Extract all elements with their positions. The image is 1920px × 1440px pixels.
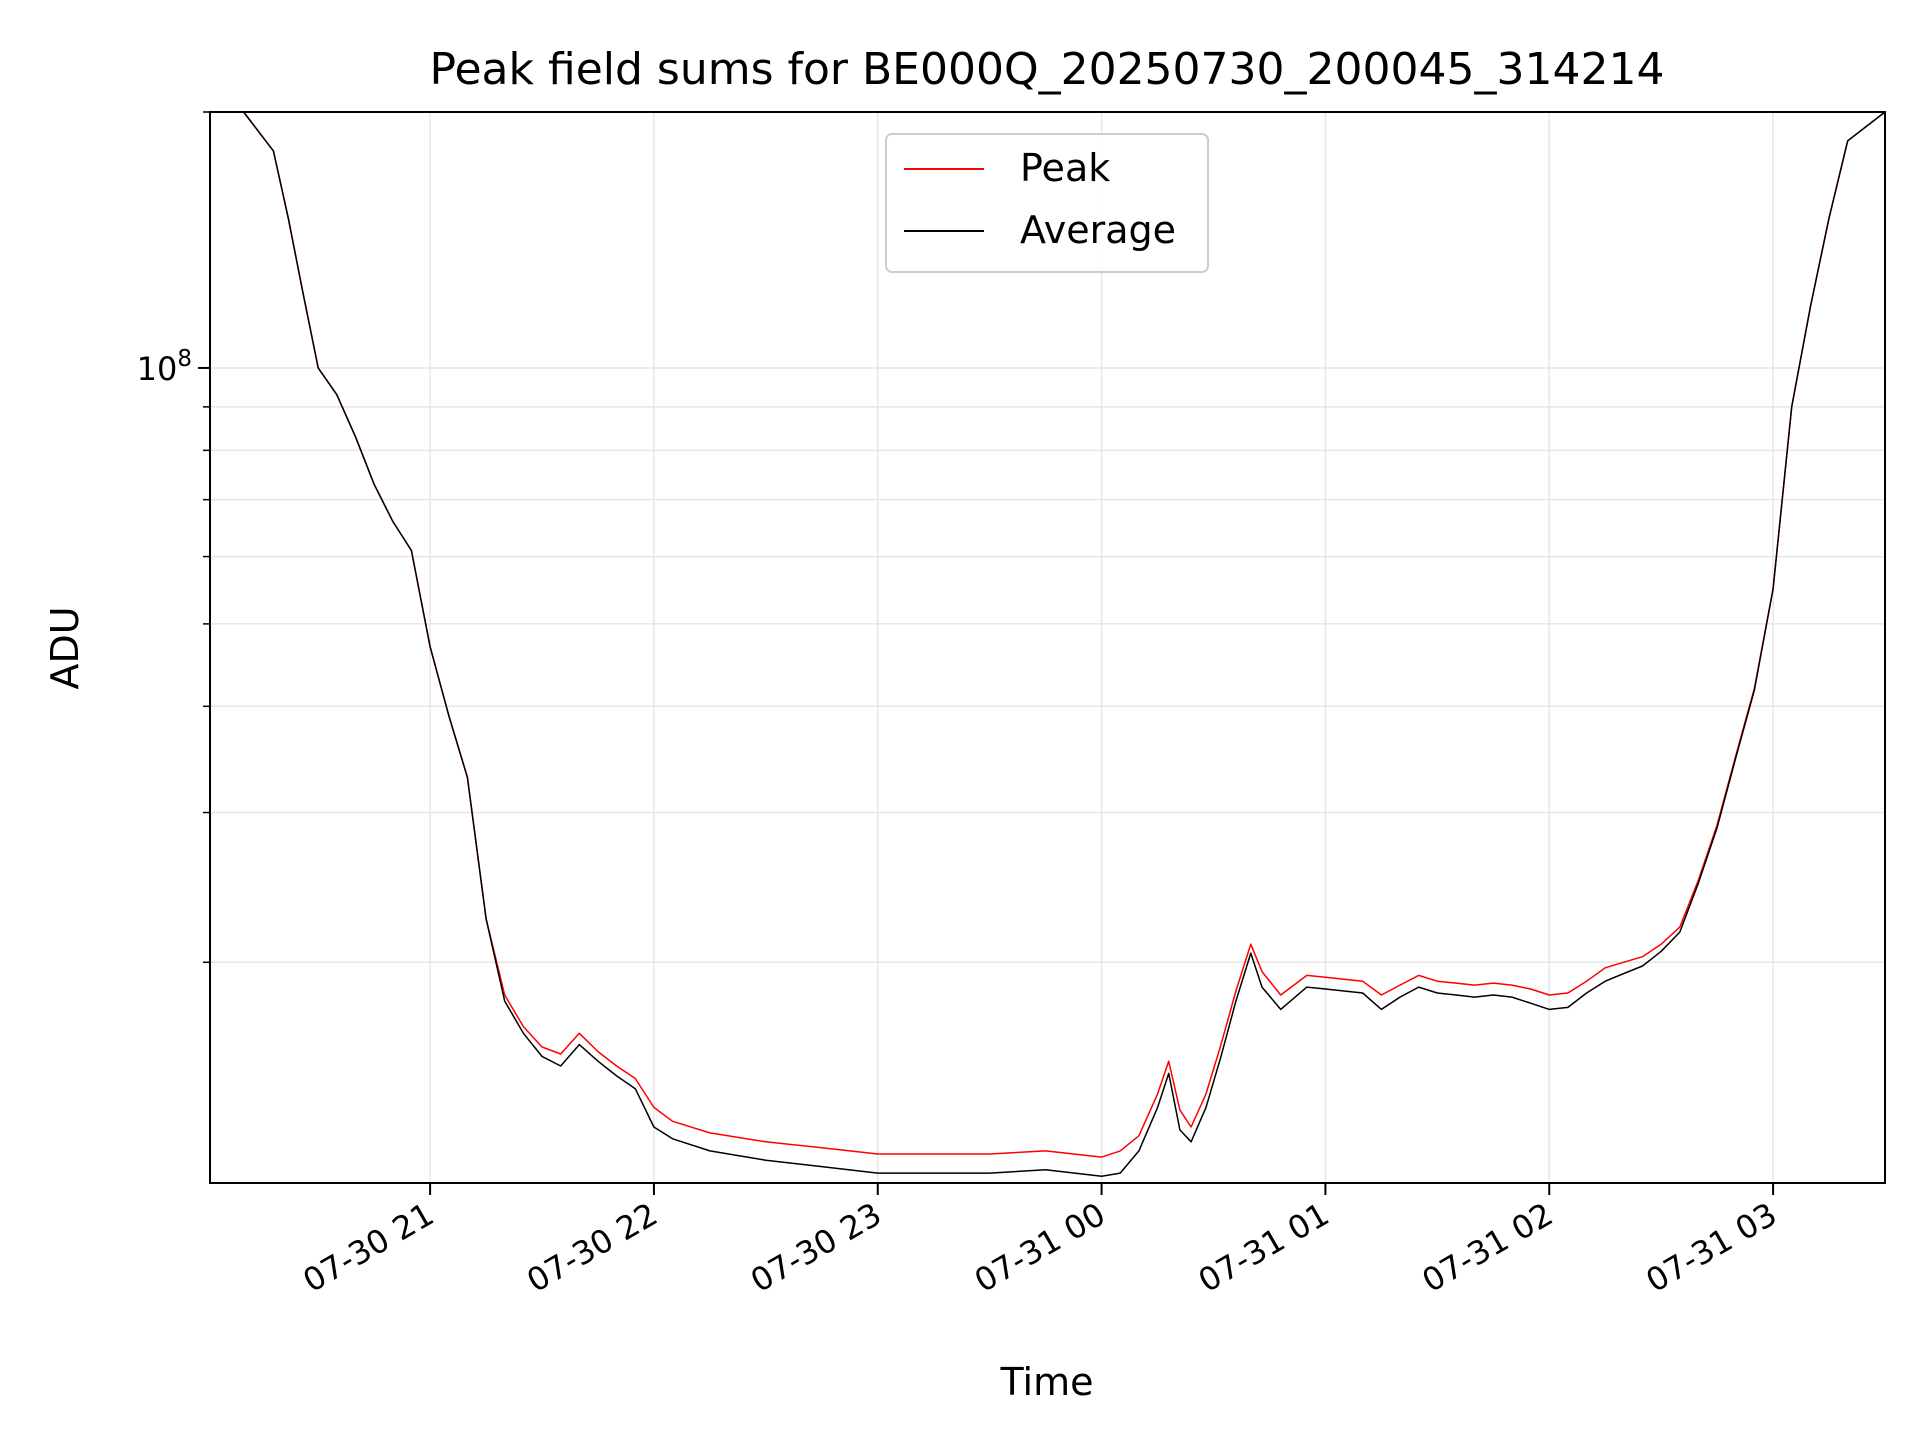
legend-label-average: Average: [1020, 208, 1176, 252]
series-lines: [210, 111, 1886, 1178]
legend: Peak Average: [885, 133, 1209, 273]
y-axis-label: ADU: [43, 606, 87, 689]
y-tick-label: 108: [137, 346, 192, 388]
plot-frame: [209, 111, 1886, 1184]
plot-area: [210, 112, 1885, 1183]
series-line-average: [210, 111, 1886, 1178]
chart-title: Peak field sums for BE000Q_20250730_2000…: [430, 44, 1665, 95]
x-axis-label: Time: [1000, 1360, 1094, 1404]
legend-label-peak: Peak: [1020, 146, 1110, 190]
